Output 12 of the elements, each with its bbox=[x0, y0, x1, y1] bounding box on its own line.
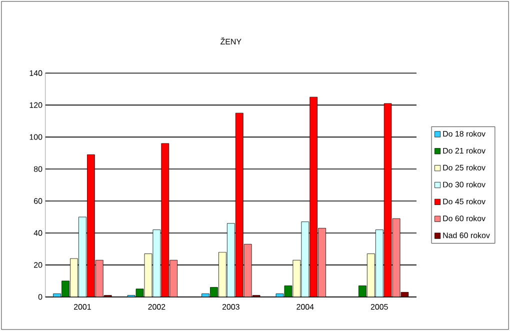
bar bbox=[301, 222, 309, 297]
bar bbox=[310, 97, 318, 297]
bar bbox=[384, 103, 392, 297]
bar bbox=[70, 258, 78, 297]
bar bbox=[227, 223, 235, 297]
bar bbox=[218, 252, 226, 297]
bar bbox=[366, 254, 375, 297]
bar bbox=[236, 113, 244, 297]
bar bbox=[161, 143, 169, 297]
bar bbox=[87, 154, 95, 297]
bar bbox=[375, 230, 384, 297]
bar bbox=[78, 217, 86, 297]
